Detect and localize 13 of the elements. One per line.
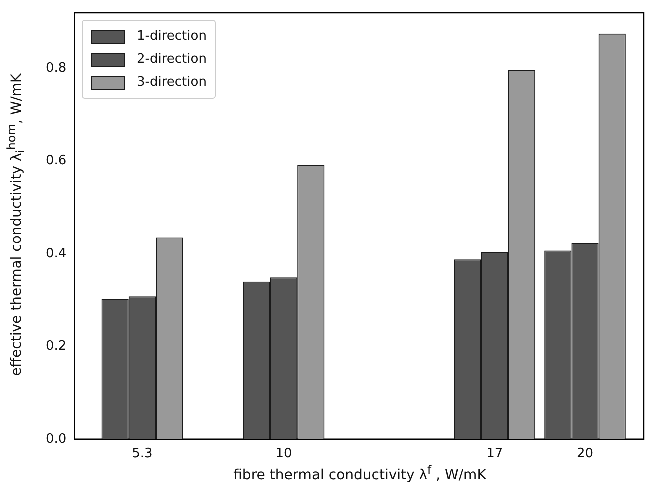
x-tick-label: 5.3 <box>132 446 153 462</box>
x-tick-label: 17 <box>486 446 504 462</box>
x-axis-title: fibre thermal conductivity λ$^{f}$ , W/mK <box>232 463 488 484</box>
x-tick-label: 10 <box>276 446 292 462</box>
y-tick-label: 0.8 <box>46 60 67 76</box>
y-tick-label: 0.2 <box>46 339 67 354</box>
legend-label: 1-direction <box>137 29 207 44</box>
legend-label: 2-direction <box>137 52 207 67</box>
y-tick-label: 0.4 <box>46 246 67 262</box>
legend-label: 3-direction <box>137 75 207 90</box>
x-tick-label: 20 <box>576 446 594 462</box>
y-tick-label: 0.0 <box>46 432 67 447</box>
y-tick-label: 0.6 <box>46 154 67 169</box>
